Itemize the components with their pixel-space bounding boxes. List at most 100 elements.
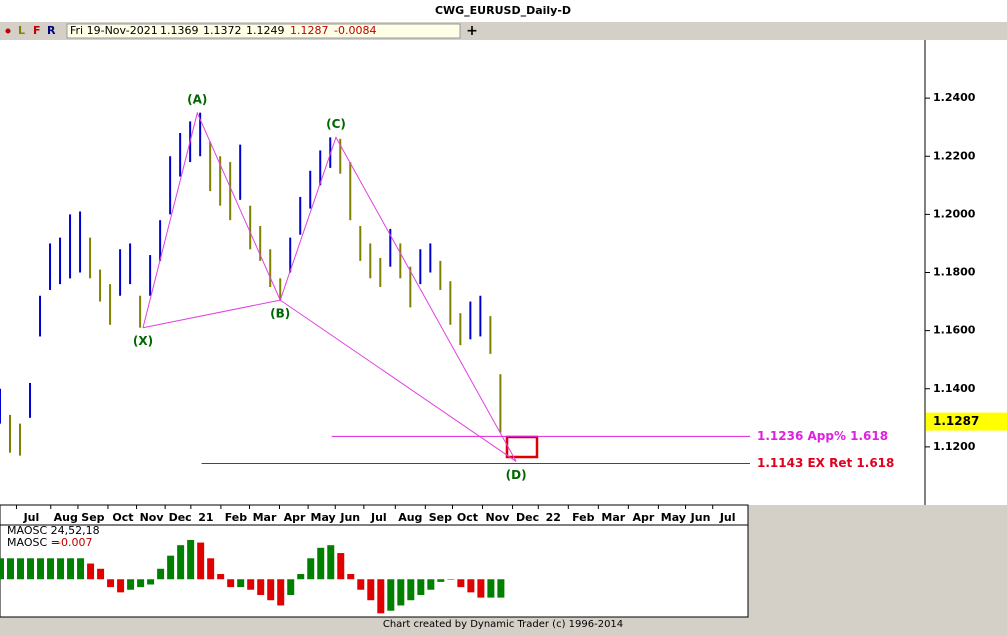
oscillator-bar [137, 579, 145, 588]
oscillator-bar [117, 579, 125, 593]
oscillator-bar [327, 545, 335, 580]
x-tick-label: Jun [339, 511, 360, 524]
oscillator-bar [147, 579, 155, 585]
oscillator-bar [247, 579, 255, 590]
oscillator-bar [57, 558, 65, 580]
pattern-label: (X) [133, 334, 153, 348]
x-tick-label: May [661, 511, 686, 524]
bar-close: 1.1287 [290, 24, 329, 37]
x-tick-label: Nov [140, 511, 165, 524]
oscillator-label: MAOSC 24,52,18 [7, 524, 100, 537]
oscillator-bar [177, 545, 185, 580]
oscillator-bar [497, 579, 505, 598]
oscillator-bar [87, 563, 95, 580]
oscillator-bar [187, 539, 195, 580]
x-tick-label: Aug [54, 511, 78, 524]
oscillator-bar [197, 542, 205, 580]
toolbar-button[interactable]: L [18, 24, 25, 37]
oscillator-bar [37, 558, 45, 580]
x-tick-label: Mar [601, 511, 625, 524]
oscillator-bar [317, 547, 325, 580]
x-tick-label: Feb [572, 511, 595, 524]
info-box [66, 23, 461, 39]
oscillator-bar [437, 579, 445, 582]
oscillator-bar [67, 558, 75, 580]
oscillator-bar [487, 579, 495, 598]
toolbar-button[interactable]: F [33, 24, 41, 37]
x-tick-label: 22 [546, 511, 561, 524]
x-tick-label: Apr [632, 511, 654, 524]
oscillator-bar [0, 558, 4, 580]
x-tick-label: Jun [690, 511, 711, 524]
x-tick-label: Mar [253, 511, 277, 524]
pattern-chord [279, 299, 517, 462]
y-tick-label: 1.1400 [933, 382, 976, 395]
oscillator-readout: -0.007 [57, 536, 92, 549]
oscillator-bar [107, 579, 115, 588]
level-label: 1.1143 EX Ret 1.618 [757, 456, 894, 470]
x-tick-label: Sep [81, 511, 104, 524]
oscillator-bar [337, 553, 345, 580]
oscillator-bar [477, 579, 485, 598]
oscillator-bar [97, 568, 105, 580]
x-tick-label: Jul [719, 511, 736, 524]
level-label: 1.1236 App% 1.618 [757, 429, 888, 443]
status-dot [5, 28, 11, 34]
oscillator-bar [267, 579, 275, 601]
oscillator-bar [17, 558, 25, 580]
y-tick-label: 1.1200 [933, 440, 976, 453]
footer: Chart created by Dynamic Trader (c) 1996… [383, 619, 623, 630]
x-tick-label: Nov [486, 511, 511, 524]
oscillator-bar [387, 579, 395, 611]
x-tick-label: Jul [23, 511, 40, 524]
oscillator-bar [127, 579, 135, 590]
oscillator-bar [357, 579, 365, 590]
x-tick-label: Dec [169, 511, 192, 524]
oscillator-bar [427, 579, 435, 590]
oscillator-readout-label: MAOSC = [7, 536, 60, 549]
oscillator-bar [207, 558, 215, 580]
bar-date: Fri 19-Nov-2021 [70, 24, 158, 37]
last-price-label: 1.1287 [933, 414, 979, 428]
pattern-label: (B) [270, 307, 290, 321]
x-tick-label: 21 [198, 511, 213, 524]
y-tick-label: 1.1600 [933, 324, 976, 337]
oscillator-bar [347, 574, 355, 580]
oscillator-bar [167, 555, 175, 580]
oscillator-bar [447, 579, 455, 580]
oscillator-bar [277, 579, 285, 606]
oscillator-bar [307, 558, 315, 580]
price-pane [0, 40, 1007, 505]
pattern-label: (C) [326, 117, 346, 131]
x-tick-label: Jul [370, 511, 387, 524]
oscillator-bar [467, 579, 475, 593]
bar-low: 1.1249 [246, 24, 285, 37]
y-tick-label: 1.2000 [933, 207, 976, 220]
oscillator-bar [297, 574, 305, 580]
x-tick-label: Aug [398, 511, 422, 524]
oscillator-bar [397, 579, 405, 606]
y-tick-label: 1.2200 [933, 149, 976, 162]
chart-title: CWG_EURUSD_Daily-D [435, 4, 571, 17]
toolbar-button[interactable]: R [47, 24, 56, 37]
oscillator-bar [7, 558, 15, 580]
oscillator-bar [367, 579, 375, 601]
x-tick-label: Oct [112, 511, 133, 524]
x-tick-label: Feb [225, 511, 248, 524]
add-button[interactable]: + [466, 23, 478, 39]
oscillator-bar [237, 579, 245, 588]
x-tick-label: Oct [457, 511, 478, 524]
oscillator-bar [157, 568, 165, 580]
oscillator-bar [377, 579, 385, 614]
x-tick-label: Apr [284, 511, 306, 524]
oscillator-pane [0, 524, 749, 618]
y-tick-label: 1.2400 [933, 91, 976, 104]
oscillator-bar [407, 579, 415, 601]
oscillator-bar [77, 558, 85, 580]
oscillator-bar [27, 558, 35, 580]
oscillator-bar [417, 579, 425, 595]
oscillator-bar [47, 558, 55, 580]
reversal-zone [505, 435, 539, 459]
